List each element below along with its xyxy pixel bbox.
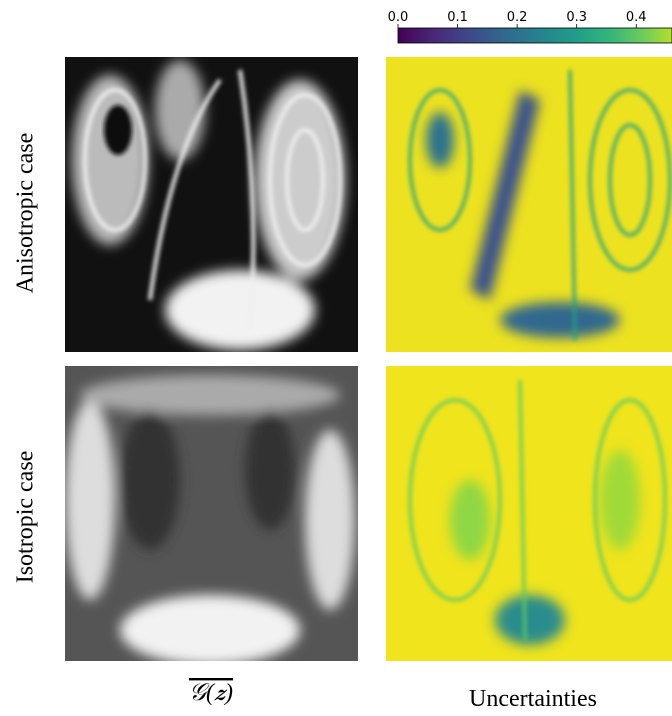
colorbar-tick-label: 0.4 — [626, 10, 647, 25]
image-panel — [386, 366, 672, 661]
column-label: Uncertainties — [469, 686, 597, 712]
image-panel — [65, 57, 358, 352]
image-panel — [386, 57, 672, 352]
colorbar-tick-label: 0.3 — [566, 10, 587, 25]
column-label: 𝒢(𝒛) — [189, 680, 233, 706]
colorbar-tick-label: 0.0 — [388, 10, 409, 25]
colorbar — [397, 27, 672, 44]
image-panel — [65, 366, 358, 661]
colorbar-tick-label: 0.2 — [507, 10, 528, 25]
colorbar-tick-label: 0.1 — [447, 10, 468, 25]
row-label: Isotropic case — [13, 451, 39, 584]
row-label: Anisotropic case — [13, 133, 39, 294]
